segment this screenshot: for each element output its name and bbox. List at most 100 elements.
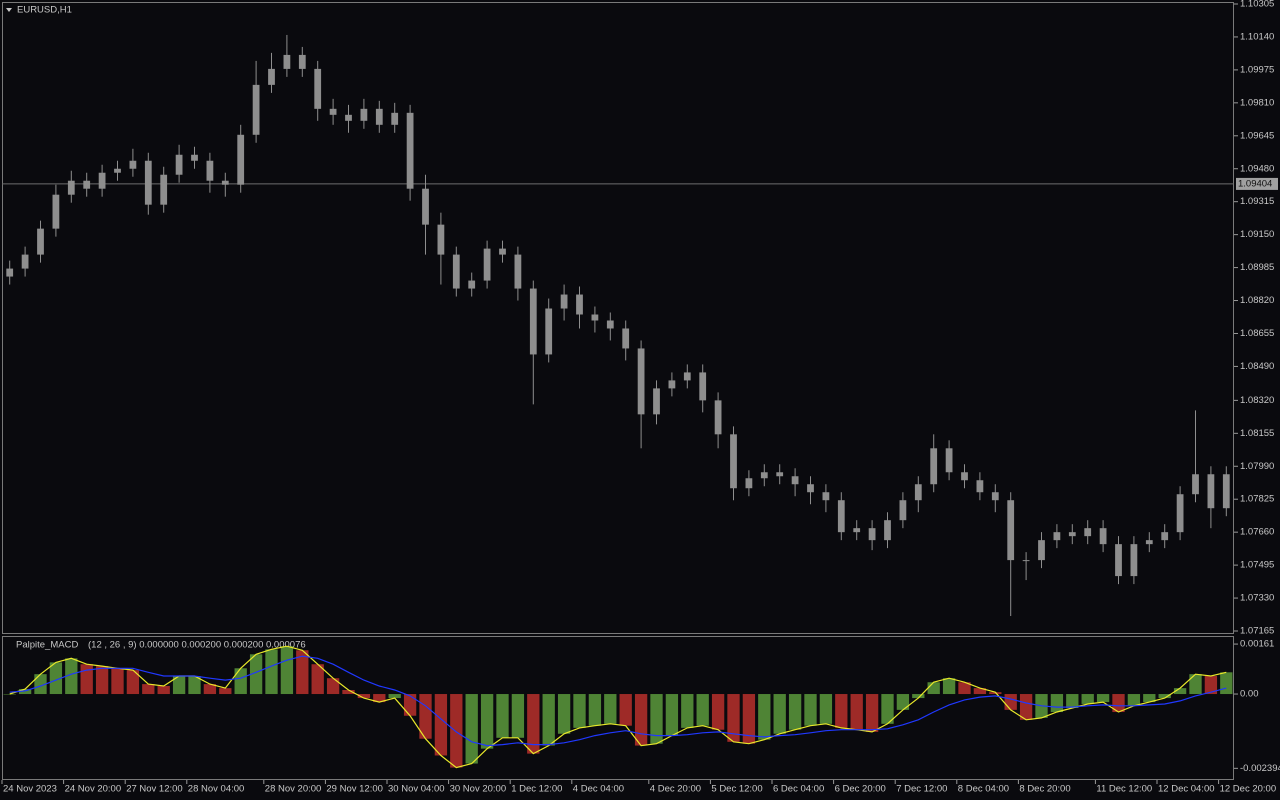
- candle-body: [1222, 474, 1230, 509]
- histogram-bar: [280, 646, 294, 695]
- candle-body: [868, 528, 876, 541]
- histogram-bar: [835, 694, 848, 728]
- candle-body: [345, 114, 352, 121]
- y-tick-label: 1.08985: [1240, 262, 1274, 273]
- macd-line: [9, 645, 1227, 769]
- menu-arrow[interactable]: [6, 8, 12, 12]
- histogram-bar: [403, 694, 417, 716]
- x-tick-label: 8 Dec 04:00: [958, 784, 1009, 795]
- candle-body: [144, 160, 152, 205]
- y-tick-label: 1.10305: [1240, 0, 1274, 10]
- candle-body: [991, 492, 999, 501]
- y-tick-label: 1.08155: [1240, 428, 1274, 439]
- candle-body: [1115, 544, 1122, 577]
- histogram-bar: [1004, 694, 1017, 710]
- candle-body: [437, 224, 445, 255]
- histogram-bar: [249, 654, 263, 695]
- histogram-bar: [1050, 694, 1064, 713]
- histogram-bar: [419, 694, 432, 739]
- x-tick-label: 1 Dec 12:00: [511, 784, 562, 795]
- x-tick-label: 8 Dec 20:00: [1019, 784, 1070, 795]
- candle-body: [730, 434, 737, 489]
- candle-body: [1161, 532, 1169, 541]
- candle-body: [360, 108, 368, 121]
- histogram-bar: [588, 694, 602, 726]
- y-tick-label: 0.00161: [1240, 639, 1274, 650]
- candle-body: [314, 68, 322, 109]
- candle-body: [545, 308, 553, 355]
- candle-body: [791, 476, 799, 485]
- candle-body: [884, 520, 891, 541]
- histogram-bar: [850, 694, 863, 730]
- candle-body: [945, 448, 953, 473]
- candle-body: [514, 254, 522, 289]
- histogram-bar: [1127, 694, 1141, 706]
- histogram-bar: [111, 668, 124, 695]
- candle-body: [529, 288, 537, 355]
- histogram-bar: [49, 662, 63, 695]
- price-label: 1.09404: [1238, 178, 1272, 189]
- histogram-bar: [1189, 674, 1202, 695]
- y-tick-label: 1.08490: [1240, 361, 1274, 372]
- histogram-bar: [65, 658, 78, 695]
- y-tick-label: 1.09645: [1240, 130, 1274, 141]
- histogram-bar: [727, 694, 740, 742]
- candle-body: [422, 188, 429, 225]
- candle-body: [452, 254, 460, 289]
- histogram-bar: [1066, 694, 1079, 708]
- x-tick-label: 24 Nov 2023: [3, 784, 57, 795]
- histogram-bar: [573, 694, 586, 728]
- candle-body: [283, 54, 291, 69]
- candle-body: [1176, 494, 1184, 533]
- candle-body: [268, 68, 275, 85]
- candle-body: [914, 484, 922, 501]
- candle-body: [483, 248, 491, 281]
- y-tick-label: 1.07495: [1240, 560, 1274, 571]
- candle-body: [699, 372, 707, 401]
- candle-body: [622, 328, 630, 349]
- histogram-bar: [496, 694, 509, 738]
- x-tick-label: 24 Nov 20:00: [65, 784, 122, 795]
- histogram-bar: [1173, 688, 1187, 695]
- candle-body: [37, 228, 44, 255]
- histogram-bar: [18, 689, 32, 695]
- histogram-bar: [203, 684, 217, 695]
- candle-body: [653, 388, 660, 415]
- x-tick-label: 30 Nov 04:00: [388, 784, 445, 795]
- y-tick-label: 1.09315: [1240, 196, 1274, 207]
- candle-body: [83, 180, 91, 189]
- candle-body: [1145, 540, 1153, 545]
- histogram-bar: [804, 694, 817, 726]
- candle-body: [976, 480, 984, 493]
- x-tick-label: 11 Dec 12:00: [1096, 784, 1152, 795]
- histogram-bar: [650, 694, 663, 744]
- candle-body: [1053, 532, 1061, 541]
- candle-body: [606, 320, 614, 329]
- histogram-bar: [942, 678, 956, 695]
- y-tick-label: 1.08820: [1240, 295, 1274, 306]
- macd-pane: [2, 636, 1234, 780]
- candle-body: [807, 484, 814, 493]
- chart-title: EURUSD,H1: [17, 5, 72, 16]
- histogram-bar: [326, 678, 340, 695]
- candle-body: [668, 380, 676, 389]
- histogram-bar: [973, 688, 987, 695]
- candle-body: [175, 154, 183, 175]
- indicator-title: Palpite_MACD: [16, 640, 78, 651]
- y-tick-label: 1.10140: [1240, 31, 1274, 42]
- histogram-bar: [434, 694, 448, 756]
- histogram-bar: [311, 664, 324, 695]
- histogram-bar: [758, 694, 771, 740]
- candle-body: [637, 348, 645, 415]
- histogram-bar: [788, 694, 802, 730]
- histogram-bar: [511, 694, 525, 738]
- x-tick-label: 4 Dec 04:00: [573, 784, 624, 795]
- histogram-bar: [696, 694, 709, 726]
- y-tick-label: 1.09150: [1240, 229, 1274, 240]
- candle-body: [52, 194, 60, 229]
- histogram-bar: [912, 694, 925, 699]
- histogram-bar: [681, 694, 694, 728]
- candle-body: [252, 84, 260, 135]
- candle-body: [67, 180, 75, 195]
